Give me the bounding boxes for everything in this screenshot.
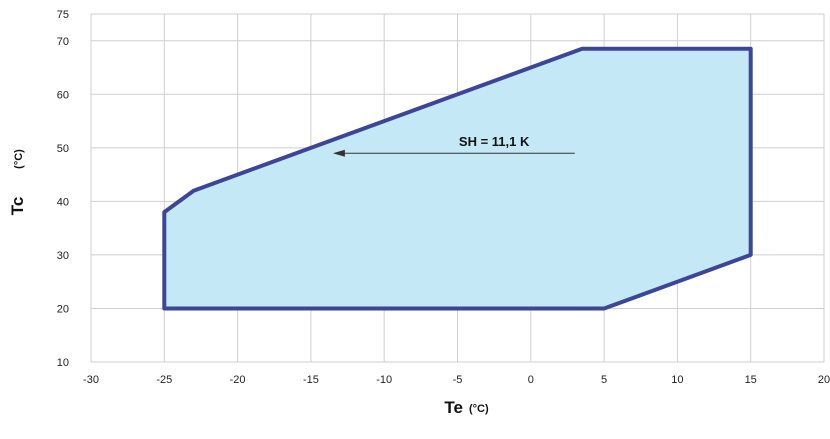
sh-annotation-label: SH = 11,1 K	[459, 134, 530, 149]
y-tick-label: 30	[57, 250, 69, 262]
y-tick-label: 10	[57, 357, 69, 369]
tick-layer: -30 -25 -20 -15 -10 -5 0 5 10 15 20 10 20 30 40 50 60 70 7…	[57, 9, 830, 386]
operating-envelope	[162, 46, 753, 311]
x-tick-label: -5	[453, 374, 463, 386]
x-tick-label: 5	[601, 374, 607, 386]
y-tick-label: 50	[57, 143, 69, 155]
x-tick-label: -10	[376, 374, 392, 386]
x-tick-label: 0	[528, 374, 534, 386]
x-tick-label: 15	[745, 374, 757, 386]
axis-labels: Te (°C) Tc (°C)	[8, 149, 489, 417]
x-tick-label: -20	[230, 374, 246, 386]
x-tick-label: 20	[818, 374, 830, 386]
y-tick-label: 70	[57, 36, 69, 48]
y-tick-label: 20	[57, 303, 69, 315]
y-axis-label: Tc	[8, 197, 27, 216]
y-tick-label: 75	[57, 9, 69, 21]
y-axis-unit: (°C)	[13, 149, 25, 169]
y-tick-label: 60	[57, 89, 69, 101]
y-tick-label: 40	[57, 196, 69, 208]
x-tick-label: -30	[83, 374, 99, 386]
sh-arrow-head	[332, 149, 345, 157]
annotation-layer: SH = 11,1 K	[332, 134, 575, 157]
x-axis-unit: (°C)	[469, 403, 489, 415]
x-tick-label: 10	[671, 374, 683, 386]
envelope-layer	[162, 46, 753, 311]
x-axis-label: Te	[444, 398, 463, 417]
x-tick-label: -25	[156, 374, 172, 386]
x-tick-label: -15	[303, 374, 319, 386]
